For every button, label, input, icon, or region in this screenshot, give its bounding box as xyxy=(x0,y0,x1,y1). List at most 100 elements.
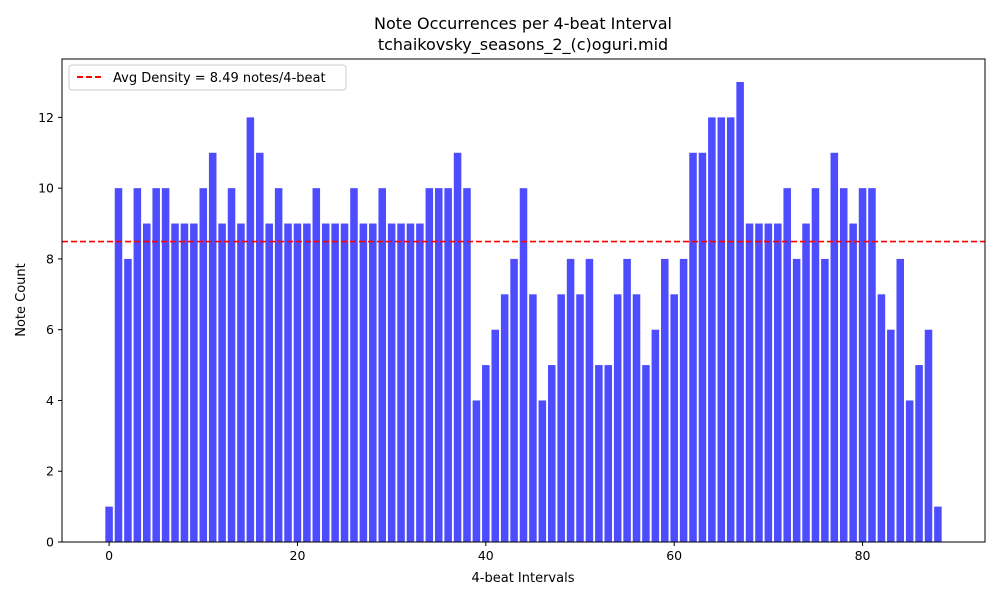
bar-76 xyxy=(821,258,829,542)
bar-70 xyxy=(764,223,773,543)
x-tick-label-60: 60 xyxy=(666,548,682,563)
bar-43 xyxy=(510,258,518,542)
y-tick-label-8: 8 xyxy=(46,251,54,266)
bar-16 xyxy=(256,152,264,542)
bar-22 xyxy=(312,188,321,542)
bar-15 xyxy=(246,117,255,542)
y-tick-label-12: 12 xyxy=(38,110,54,125)
y-axis-title: Note Count xyxy=(14,263,29,337)
x-tick-label-0: 0 xyxy=(105,548,113,563)
bar-23 xyxy=(321,223,330,543)
bar-53 xyxy=(604,365,613,542)
bar-13 xyxy=(227,188,236,542)
bar-11 xyxy=(208,152,217,542)
bar-27 xyxy=(359,223,368,543)
bar-14 xyxy=(237,223,245,543)
bar-41 xyxy=(491,329,500,542)
chart-subtitle: tchaikovsky_seasons_2_(c)oguri.mid xyxy=(378,35,668,55)
axes-frame xyxy=(61,58,986,543)
bar-69 xyxy=(755,223,763,543)
bar-61 xyxy=(679,258,688,542)
bar-46 xyxy=(538,400,547,542)
bar-60 xyxy=(670,294,678,542)
bar-31 xyxy=(397,223,405,543)
bar-12 xyxy=(218,223,226,543)
bar-4 xyxy=(143,223,151,543)
bar-52 xyxy=(595,365,603,542)
bar-10 xyxy=(199,188,208,542)
bar-75 xyxy=(811,188,820,542)
bar-2 xyxy=(124,258,132,542)
bar-78 xyxy=(839,188,848,542)
bar-28 xyxy=(369,223,377,543)
y-axis-ticks: 0 2 4 6 8 10 12 xyxy=(38,110,62,550)
bar-33 xyxy=(416,223,424,543)
y-tick-label-2: 2 xyxy=(46,464,54,479)
bar-19 xyxy=(284,223,292,543)
bar-55 xyxy=(623,258,631,542)
bar-64 xyxy=(708,117,716,542)
bar-67 xyxy=(736,82,744,542)
bar-87 xyxy=(924,329,933,542)
bar-35 xyxy=(434,188,443,542)
bar-3 xyxy=(133,188,142,542)
bar-86 xyxy=(915,365,923,542)
bar-51 xyxy=(585,258,594,542)
bar-63 xyxy=(698,152,707,542)
bar-71 xyxy=(774,223,782,543)
x-tick-label-20: 20 xyxy=(290,548,306,563)
bar-47 xyxy=(547,365,556,542)
bar-21 xyxy=(303,223,311,543)
bar-58 xyxy=(651,329,660,542)
legend-label: Avg Density = 8.49 notes/4-beat xyxy=(113,71,326,86)
bar-8 xyxy=(180,223,189,543)
bar-79 xyxy=(849,223,857,543)
bar-44 xyxy=(519,188,528,542)
bar-40 xyxy=(482,365,490,542)
y-tick-label-6: 6 xyxy=(46,322,54,337)
bar-42 xyxy=(500,294,509,542)
bar-74 xyxy=(802,223,810,543)
bar-20 xyxy=(293,223,302,543)
bar-66 xyxy=(726,117,735,542)
x-axis-title: 4-beat Intervals xyxy=(472,571,575,586)
bar-88 xyxy=(934,506,942,542)
bar-49 xyxy=(566,258,575,542)
bar-36 xyxy=(444,188,452,542)
bar-39 xyxy=(472,400,481,542)
bar-85 xyxy=(905,400,914,542)
bar-54 xyxy=(613,294,622,542)
x-tick-label-80: 80 xyxy=(855,548,871,563)
bar-57 xyxy=(642,365,650,542)
bar-1 xyxy=(114,188,123,542)
bar-82 xyxy=(877,294,886,542)
bar-9 xyxy=(190,223,198,543)
bar-50 xyxy=(576,294,584,542)
bar-24 xyxy=(331,223,339,543)
bar-83 xyxy=(887,329,895,542)
bar-62 xyxy=(689,152,697,542)
legend-box xyxy=(68,64,347,91)
bar-34 xyxy=(425,188,434,542)
bar-77 xyxy=(830,152,839,542)
bar-68 xyxy=(745,223,754,543)
bar-30 xyxy=(387,223,396,543)
bar-81 xyxy=(868,188,876,542)
bar-38 xyxy=(463,188,471,542)
bar-80 xyxy=(858,188,867,542)
bar-45 xyxy=(529,294,537,542)
x-tick-label-40: 40 xyxy=(478,548,494,563)
y-tick-label-10: 10 xyxy=(38,181,54,196)
bar-7 xyxy=(171,223,179,543)
bar-84 xyxy=(896,258,904,542)
bar-0 xyxy=(105,506,113,542)
bar-29 xyxy=(378,188,386,542)
bar-25 xyxy=(340,223,349,543)
bar-series xyxy=(105,82,942,543)
bar-26 xyxy=(350,188,358,542)
bar-37 xyxy=(453,152,462,542)
bar-73 xyxy=(792,258,801,542)
x-axis-ticks: 0 20 40 60 80 xyxy=(105,542,871,563)
bar-17 xyxy=(265,223,273,543)
